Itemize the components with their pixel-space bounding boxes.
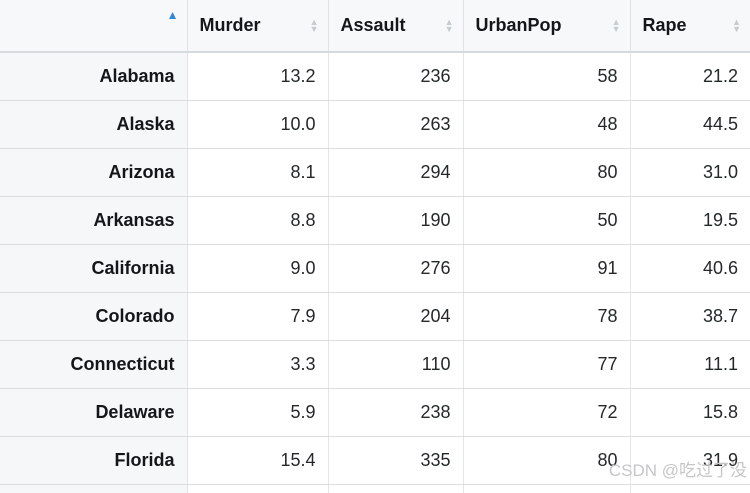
- cell-murder: 5.9: [187, 388, 329, 437]
- table-row: Colorado 7.9 204 78 38.7: [0, 292, 750, 341]
- table-row: California 9.0 276 91 40.6: [0, 244, 750, 293]
- header-row: ▲ Murder ▲ ▼ Assault ▲ ▼ UrbanPop ▲ ▼ Rape …: [0, 0, 750, 53]
- cell-assault: 294: [328, 148, 464, 197]
- sort-up-icon: ▲: [611, 16, 621, 27]
- cell-rape: 31.9: [630, 436, 750, 485]
- cell-murder: 8.1: [187, 148, 329, 197]
- table-row: Connecticut 3.3 110 77 11.1: [0, 340, 750, 389]
- cell-rape: 15.8: [630, 388, 750, 437]
- table-row: Florida 15.4 335 80 31.9: [0, 436, 750, 485]
- cell-assault: 190: [328, 196, 464, 245]
- column-header-label: Rape: [642, 15, 687, 35]
- cell-rape: 44.5: [630, 100, 750, 149]
- cell-assault: [328, 484, 464, 493]
- cell-murder: 13.2: [187, 52, 329, 101]
- cell-urbanpop: 58: [463, 52, 631, 101]
- table-row: Alaska 10.0 263 48 44.5: [0, 100, 750, 149]
- table-row-partial: [0, 484, 750, 493]
- column-header-assault[interactable]: Assault ▲ ▼: [328, 0, 464, 53]
- cell-urbanpop: [463, 484, 631, 493]
- cell-murder: 8.8: [187, 196, 329, 245]
- column-header-label: UrbanPop: [475, 15, 562, 35]
- cell-assault: 110: [328, 340, 464, 389]
- row-name: California: [0, 244, 188, 293]
- cell-urbanpop: 50: [463, 196, 631, 245]
- cell-urbanpop: 80: [463, 436, 631, 485]
- row-name: Delaware: [0, 388, 188, 437]
- cell-murder: 10.0: [187, 100, 329, 149]
- cell-assault: 335: [328, 436, 464, 485]
- sort-icons: ▲ ▼: [444, 16, 454, 34]
- cell-murder: 3.3: [187, 340, 329, 389]
- column-header-rape[interactable]: Rape ▲ ▼: [630, 0, 750, 53]
- table-row: Arkansas 8.8 190 50 19.5: [0, 196, 750, 245]
- cell-assault: 276: [328, 244, 464, 293]
- cell-assault: 238: [328, 388, 464, 437]
- cell-urbanpop: 80: [463, 148, 631, 197]
- sort-down-icon: ▼: [611, 23, 621, 34]
- cell-urbanpop: 91: [463, 244, 631, 293]
- sort-down-icon: ▼: [444, 23, 454, 34]
- table-row: Alabama 13.2 236 58 21.2: [0, 52, 750, 101]
- table-row: Delaware 5.9 238 72 15.8: [0, 388, 750, 437]
- row-name: Florida: [0, 436, 188, 485]
- column-header-label: Assault: [340, 15, 406, 35]
- cell-rape: 21.2: [630, 52, 750, 101]
- cell-urbanpop: 72: [463, 388, 631, 437]
- cell-murder: 15.4: [187, 436, 329, 485]
- table-row: Arizona 8.1 294 80 31.0: [0, 148, 750, 197]
- cell-rape: 38.7: [630, 292, 750, 341]
- row-name: Arkansas: [0, 196, 188, 245]
- sort-down-icon: ▼: [732, 23, 741, 34]
- sort-icons: ▲ ▼: [732, 16, 741, 34]
- row-name: Alabama: [0, 52, 188, 101]
- row-name: Alaska: [0, 100, 188, 149]
- column-header-murder[interactable]: Murder ▲ ▼: [187, 0, 329, 53]
- cell-rape: [630, 484, 750, 493]
- sort-down-icon: ▼: [309, 23, 319, 34]
- column-header-rownames[interactable]: ▲: [0, 0, 188, 53]
- cell-murder: [187, 484, 329, 493]
- sort-icons: ▲ ▼: [611, 16, 621, 34]
- row-name: [0, 484, 188, 493]
- cell-rape: 40.6: [630, 244, 750, 293]
- cell-rape: 19.5: [630, 196, 750, 245]
- cell-urbanpop: 77: [463, 340, 631, 389]
- cell-murder: 9.0: [187, 244, 329, 293]
- cell-urbanpop: 48: [463, 100, 631, 149]
- cell-murder: 7.9: [187, 292, 329, 341]
- sort-up-icon: ▲: [309, 16, 319, 27]
- sort-ascending-icon: ▲: [166, 8, 179, 22]
- row-name: Arizona: [0, 148, 188, 197]
- cell-rape: 31.0: [630, 148, 750, 197]
- column-header-urbanpop[interactable]: UrbanPop ▲ ▼: [463, 0, 631, 53]
- cell-assault: 236: [328, 52, 464, 101]
- cell-assault: 204: [328, 292, 464, 341]
- cell-assault: 263: [328, 100, 464, 149]
- sort-up-icon: ▲: [444, 16, 454, 27]
- row-name: Colorado: [0, 292, 188, 341]
- row-name: Connecticut: [0, 340, 188, 389]
- sort-up-icon: ▲: [732, 16, 741, 27]
- sort-icons: ▲ ▼: [309, 16, 319, 34]
- cell-rape: 11.1: [630, 340, 750, 389]
- cell-urbanpop: 78: [463, 292, 631, 341]
- column-header-label: Murder: [199, 15, 261, 35]
